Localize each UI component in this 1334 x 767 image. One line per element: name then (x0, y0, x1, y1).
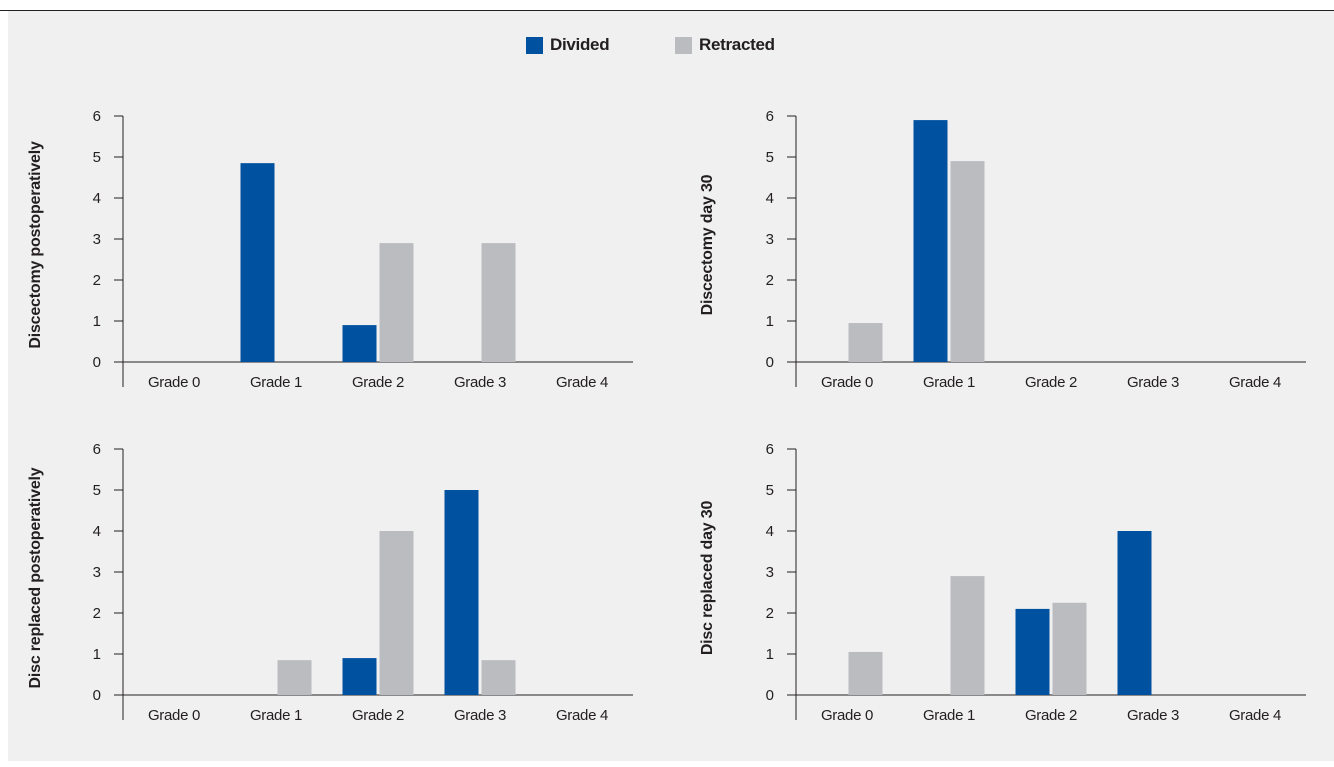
y-tick-label: 3 (766, 564, 774, 581)
y-tick-label: 2 (93, 605, 101, 622)
legend-swatch-retracted (675, 36, 692, 54)
y-tick-label: 4 (93, 523, 101, 540)
y-tick-label: 1 (93, 313, 101, 330)
y-axis-title: Disc replaced postoperatively (27, 467, 44, 688)
y-tick-label: 4 (93, 190, 101, 207)
legend-label-divided: Divided (550, 35, 610, 54)
legend-swatch-divided (526, 36, 543, 54)
x-tick-label: Grade 3 (1127, 374, 1179, 391)
bar-divided (444, 490, 479, 695)
y-tick-label: 1 (766, 646, 774, 663)
legend-label-retracted: Retracted (699, 35, 775, 54)
x-tick-label: Grade 0 (148, 374, 200, 391)
x-tick-label: Grade 3 (454, 707, 506, 724)
y-tick-label: 4 (766, 523, 774, 540)
y-axis-title: Disc replaced day 30 (699, 501, 716, 656)
x-tick-label: Grade 2 (352, 707, 404, 724)
y-tick-label: 5 (766, 149, 774, 166)
bar-retracted (1052, 602, 1087, 695)
x-tick-label: Grade 1 (250, 707, 302, 724)
y-tick-label: 3 (766, 231, 774, 248)
x-tick-label: Grade 1 (250, 374, 302, 391)
x-tick-label: Grade 4 (556, 374, 608, 391)
y-axis-title: Discectomy postoperatively (27, 141, 44, 349)
y-tick-label: 2 (93, 272, 101, 289)
y-axis-title: Discectomy day 30 (699, 174, 716, 315)
bar-retracted (950, 161, 985, 362)
y-tick-label: 6 (766, 108, 774, 125)
x-tick-label: Grade 0 (148, 707, 200, 724)
x-tick-label: Grade 2 (352, 374, 404, 391)
x-tick-label: Grade 2 (1025, 374, 1077, 391)
x-tick-label: Grade 2 (1025, 707, 1077, 724)
x-tick-label: Grade 4 (556, 707, 608, 724)
y-tick-label: 0 (93, 354, 101, 371)
y-tick-label: 2 (766, 272, 774, 289)
legend: Divided Retracted (0, 33, 1334, 57)
x-tick-label: Grade 0 (821, 374, 873, 391)
bar-retracted (848, 323, 883, 362)
bar-retracted (481, 660, 516, 695)
x-tick-label: Grade 0 (821, 707, 873, 724)
x-tick-label: Grade 3 (1127, 707, 1179, 724)
legend-item-retracted: Retracted (675, 33, 775, 57)
bar-retracted (848, 651, 883, 695)
bar-divided (240, 163, 275, 362)
bar-retracted (379, 531, 414, 695)
x-tick-label: Grade 4 (1229, 374, 1281, 391)
y-tick-label: 4 (766, 190, 774, 207)
y-tick-label: 6 (93, 108, 101, 125)
bar-divided (342, 325, 377, 362)
y-tick-label: 3 (93, 564, 101, 581)
y-tick-label: 0 (766, 687, 774, 704)
y-tick-label: 3 (93, 231, 101, 248)
y-tick-label: 1 (766, 313, 774, 330)
bar-divided (342, 658, 377, 695)
top-rule (0, 10, 1334, 11)
x-tick-label: Grade 1 (923, 374, 975, 391)
bar-divided (1015, 608, 1050, 695)
bar-divided (913, 120, 948, 362)
y-tick-label: 0 (766, 354, 774, 371)
y-tick-label: 2 (766, 605, 774, 622)
y-tick-label: 5 (93, 149, 101, 166)
bar-retracted (379, 243, 414, 362)
x-tick-label: Grade 3 (454, 374, 506, 391)
legend-item-divided: Divided (526, 33, 610, 57)
x-tick-label: Grade 4 (1229, 707, 1281, 724)
bar-retracted (950, 576, 985, 695)
y-tick-label: 6 (766, 441, 774, 458)
figure-panel (8, 11, 1334, 761)
y-tick-label: 5 (766, 482, 774, 499)
y-tick-label: 5 (93, 482, 101, 499)
bar-divided (1117, 531, 1152, 695)
y-tick-label: 6 (93, 441, 101, 458)
y-tick-label: 1 (93, 646, 101, 663)
y-tick-label: 0 (93, 687, 101, 704)
bar-retracted (481, 243, 516, 362)
x-tick-label: Grade 1 (923, 707, 975, 724)
bar-retracted (277, 660, 312, 695)
